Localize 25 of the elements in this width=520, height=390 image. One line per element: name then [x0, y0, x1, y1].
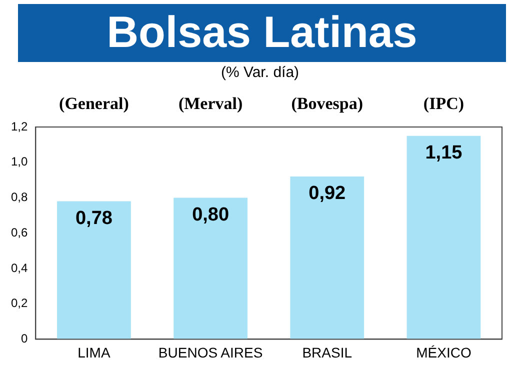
text: (General): [59, 94, 129, 113]
bar: [174, 198, 248, 340]
y-tick-label: 0,2: [10, 296, 28, 310]
data-label: 1,15: [425, 142, 463, 164]
bar: [406, 136, 481, 340]
text: (IPC): [423, 94, 464, 113]
data-label: 0,80: [192, 204, 230, 226]
data-label: 0,78: [75, 208, 112, 230]
x-tick-label: LIMA: [78, 344, 111, 360]
y-tick-label: 0: [20, 332, 28, 346]
chart-subtitle: (% Var. día): [220, 64, 300, 81]
y-tick-label: 0,4: [10, 260, 28, 275]
y-tick-label: 1,0: [10, 154, 28, 169]
chart-title: Bolsas Latinas: [18, 4, 506, 62]
data-label: 0,92: [308, 183, 346, 204]
text: (Bovespa): [291, 94, 364, 113]
bar: [290, 176, 364, 340]
y-tick-label: 0,8: [10, 190, 28, 204]
x-tick-label: BUENOS AIRES: [158, 344, 263, 360]
y-tick-label: 0,6: [10, 225, 28, 240]
bar: [57, 201, 131, 340]
x-tick-label: MÉXICO: [416, 344, 472, 360]
text: (Merval): [178, 94, 243, 113]
x-tick-label: BRASIL: [302, 344, 352, 360]
y-tick-label: 1,2: [10, 119, 28, 134]
